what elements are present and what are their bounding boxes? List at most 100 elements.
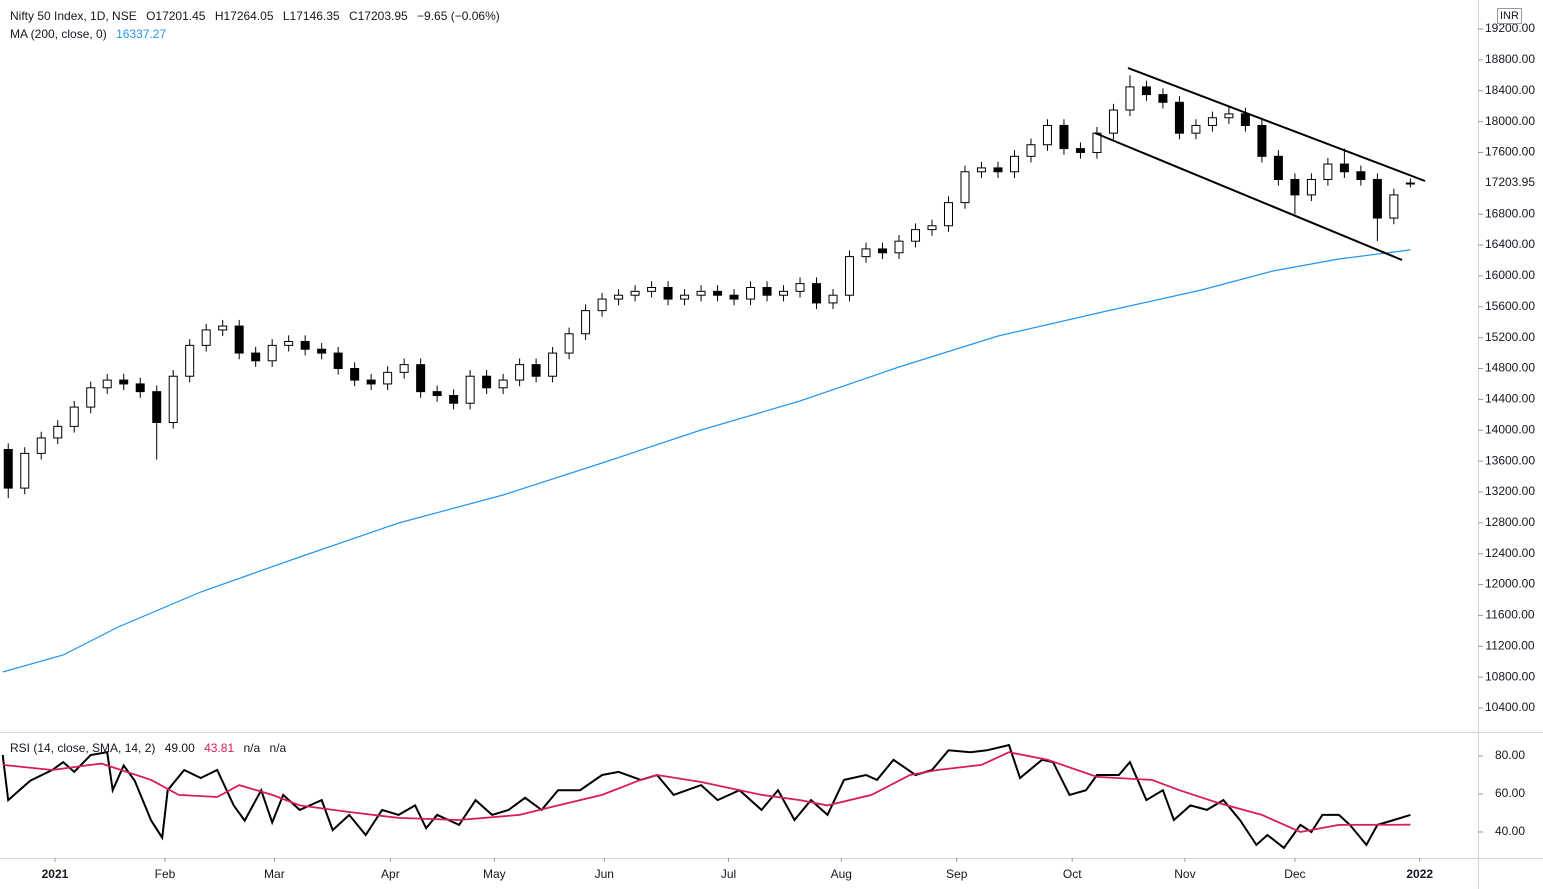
rsi-na: n/a	[269, 741, 287, 755]
candle-body	[1273, 155, 1283, 180]
y-tick-label: 18000.00	[1485, 114, 1535, 128]
y-tick-label: 12000.00	[1485, 577, 1535, 591]
candle-body	[465, 375, 475, 404]
candle-body	[1290, 178, 1300, 196]
candle-body	[251, 352, 261, 362]
y-tick-label: 13600.00	[1485, 453, 1535, 467]
y-tick-label: 13200.00	[1485, 484, 1535, 498]
y-tick-label: 18400.00	[1485, 83, 1535, 97]
y-tick-label: 14000.00	[1485, 422, 1535, 436]
candle-body	[119, 379, 129, 385]
ma-title: MA (200, close, 0)	[10, 27, 107, 41]
x-tick-label: Sep	[946, 867, 968, 881]
candle-body	[696, 290, 706, 296]
change: −9.65 (−0.06%)	[417, 9, 500, 23]
candle-body	[729, 294, 739, 300]
candle-body	[284, 341, 294, 346]
candle-body	[1339, 163, 1349, 173]
candle-body	[168, 375, 178, 424]
candle-body	[779, 290, 789, 296]
candle-body	[1356, 171, 1366, 180]
candle-body	[845, 256, 855, 296]
x-tick-label: Feb	[155, 867, 176, 881]
y-tick-label: 16000.00	[1485, 268, 1535, 282]
ma-value: 16337.27	[116, 27, 167, 41]
candle-body	[1009, 155, 1019, 173]
candle-body	[317, 348, 327, 354]
candle-body	[647, 286, 657, 292]
symbol-title: Nifty 50 Index, 1D, NSE	[10, 9, 137, 23]
candle-body	[1075, 148, 1085, 153]
candles	[3, 75, 1415, 499]
y-tick-label: 80.00	[1495, 748, 1525, 762]
currency-button[interactable]: INR	[1497, 8, 1522, 24]
candle-body	[1108, 109, 1118, 134]
ohlc-low: L17146.35	[282, 9, 340, 23]
ma-legend: MA (200, close, 0) 16337.27	[10, 27, 172, 41]
candle-body	[416, 364, 426, 393]
ohlc-close: C17203.95	[348, 9, 408, 23]
x-tick-label: Jul	[721, 867, 736, 881]
candle-body	[399, 364, 409, 373]
candle-body	[267, 344, 277, 362]
candle-body	[795, 283, 805, 292]
candle-body	[713, 290, 723, 296]
candle-body	[333, 352, 343, 370]
y-tick-label: 10800.00	[1485, 669, 1535, 683]
candle-body	[1042, 124, 1052, 146]
x-tick-label: Nov	[1174, 867, 1195, 881]
rsi-line	[2, 751, 1411, 833]
candle-body	[498, 379, 508, 389]
x-tick-label: 2021	[42, 867, 69, 881]
candle-body	[894, 240, 904, 254]
candle-body	[3, 449, 13, 489]
candle-body	[1191, 124, 1201, 134]
candle-body	[1092, 132, 1102, 153]
rsi-value: 49.00	[164, 741, 195, 755]
candle-body	[1389, 194, 1399, 219]
candle-body	[943, 202, 953, 227]
y-tick-label: 11600.00	[1485, 608, 1534, 622]
candle-body	[861, 248, 871, 258]
candle-body	[366, 379, 376, 385]
y-tick-label: 18800.00	[1485, 52, 1535, 66]
candle-body	[432, 391, 442, 397]
candle-body	[201, 329, 211, 346]
candle-body	[1323, 163, 1333, 180]
x-tick-label: May	[483, 867, 506, 881]
y-tick-label: 16400.00	[1485, 237, 1535, 251]
candle-body	[1026, 144, 1036, 157]
candle-body	[36, 437, 46, 454]
y-tick-label: 17600.00	[1485, 145, 1535, 159]
candle-body	[1174, 101, 1184, 134]
y-tick-label: 19200.00	[1485, 21, 1535, 35]
candle-body	[581, 310, 591, 335]
candle-body	[976, 167, 986, 173]
candle-body	[680, 294, 690, 300]
y-tick-label: 14400.00	[1485, 392, 1535, 406]
candle-body	[1372, 178, 1382, 219]
x-tick-label: Mar	[264, 867, 285, 881]
candle-body	[1125, 86, 1135, 111]
main-legend: Nifty 50 Index, 1D, NSE O17201.45 H17264…	[10, 9, 506, 23]
rsi-legend: RSI (14, close, SMA, 14, 2) 49.00 43.81 …	[10, 741, 292, 755]
candle-body	[1224, 113, 1234, 119]
candle-body	[300, 341, 310, 350]
y-tick-label: 11200.00	[1485, 638, 1534, 652]
candle-body	[20, 452, 30, 489]
trend-lines	[1094, 67, 1426, 261]
rsi-title: RSI (14, close, SMA, 14, 2)	[10, 741, 156, 755]
rsi-sma-value: 43.81	[204, 741, 235, 755]
x-tick-label: Jun	[595, 867, 614, 881]
y-tick-label: 40.00	[1495, 824, 1525, 838]
y-tick-label: 16800.00	[1485, 206, 1535, 220]
candle-body	[1059, 124, 1069, 150]
candle-body	[746, 286, 756, 300]
candle-body	[69, 406, 79, 427]
moving-average	[2, 249, 1411, 673]
candle-body	[350, 368, 360, 381]
rsi-line	[1, 743, 1411, 850]
upper-trend-line	[1127, 67, 1426, 182]
candle-body	[812, 283, 822, 304]
